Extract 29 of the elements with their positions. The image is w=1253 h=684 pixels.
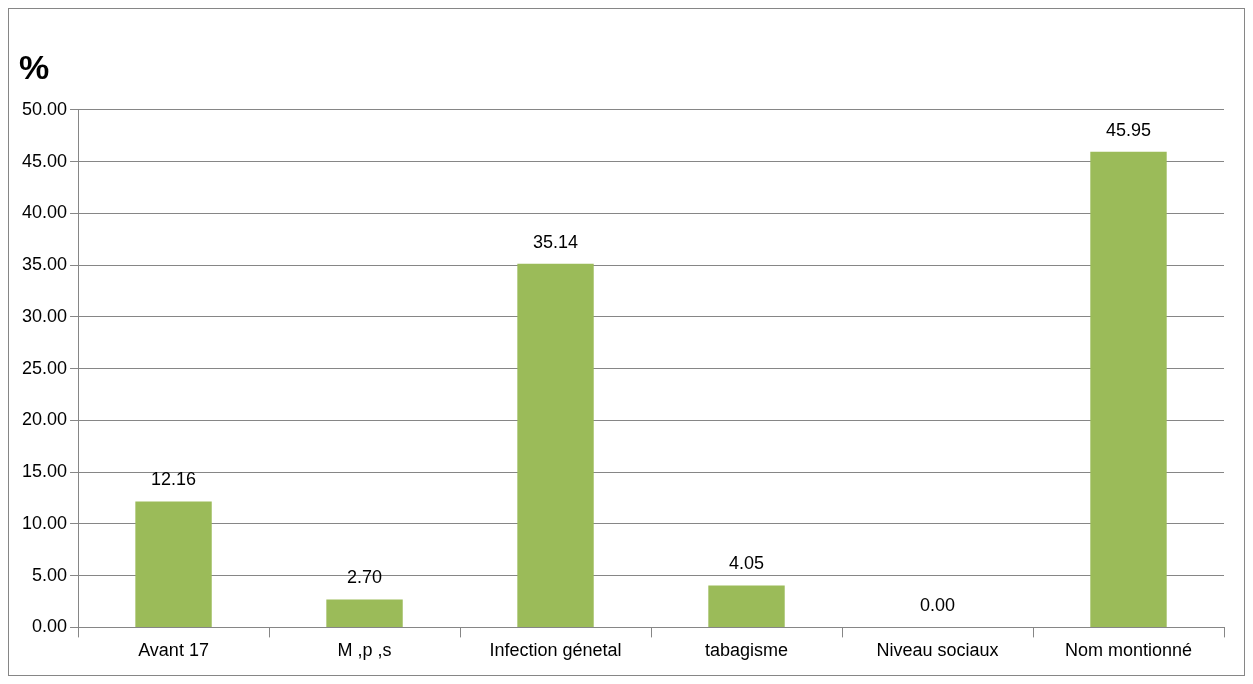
x-tick-label: tabagisme: [704, 640, 789, 661]
y-tick-label: 0.00: [32, 616, 68, 637]
bar: [326, 599, 403, 627]
y-tick-label: 20.00: [22, 409, 68, 430]
bar: [135, 501, 212, 627]
x-tick-label: Nom montionné: [1064, 640, 1193, 661]
y-tick-label: 10.00: [22, 512, 68, 533]
y-tick-label: 25.00: [22, 357, 68, 378]
data-label: 45.95: [1105, 119, 1152, 140]
bar: [708, 585, 785, 627]
y-tick-label: 5.00: [32, 564, 68, 585]
bar: [517, 263, 594, 627]
data-label: 12.16: [151, 469, 197, 490]
y-tick-label: 50.00: [22, 98, 68, 119]
y-tick-label: 30.00: [22, 305, 68, 326]
x-tick-label: M ,p ,s: [337, 640, 392, 661]
data-label: 35.14: [533, 231, 579, 252]
chart-title: %: [19, 47, 50, 86]
x-tick-label: Niveau sociaux: [876, 640, 999, 661]
y-tick-label: 35.00: [22, 254, 68, 275]
data-label: 2.70: [347, 567, 383, 588]
data-label: 4.05: [728, 553, 765, 574]
x-tick-label: Avant 17: [138, 640, 209, 661]
bar: [1090, 151, 1167, 627]
x-tick-label: Infection génetal: [489, 640, 622, 661]
y-tick-label: 15.00: [22, 461, 68, 482]
data-label: 0.00: [919, 595, 956, 616]
y-tick-label: 45.00: [22, 150, 68, 171]
y-tick-label: 40.00: [22, 202, 68, 223]
